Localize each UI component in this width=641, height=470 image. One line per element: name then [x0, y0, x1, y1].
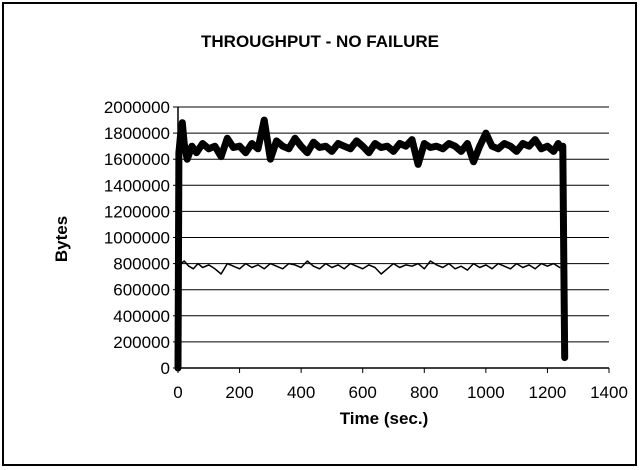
horizontal-gridlines: [178, 106, 609, 343]
y-tick-label: 1000000: [104, 229, 170, 248]
x-tick-label: 0: [173, 383, 182, 402]
x-tick-label: 200: [225, 383, 253, 402]
throughput-chart: THROUGHPUT - NO FAILURE 0 200000 400000 600…: [52, 32, 628, 428]
series-layer: [174, 116, 569, 372]
y-tick-label: 800000: [113, 255, 170, 274]
y-axis-label: Bytes: [52, 216, 71, 262]
y-tick-label: 200000: [113, 333, 170, 352]
y-tick-labels: 0 200000 400000 600000 800000 1000000 1200000 1…: [104, 98, 178, 378]
chart-title: THROUGHPUT - NO FAILURE: [201, 32, 439, 51]
x-tick-labels: 0 200 400 600 800 1000 1200 1400: [173, 368, 628, 402]
y-tick-label: 2000000: [104, 98, 170, 117]
y-tick-label: 1200000: [104, 202, 170, 221]
y-tick-label: 1600000: [104, 150, 170, 169]
y-tick-label: 400000: [113, 307, 170, 326]
x-tick-label: 1200: [529, 383, 567, 402]
y-tick-label: 1400000: [104, 176, 170, 195]
y-tick-label: 1800000: [104, 124, 170, 143]
x-tick-label: 1400: [590, 383, 628, 402]
y-tick-label: 600000: [113, 281, 170, 300]
x-tick-label: 800: [410, 383, 438, 402]
x-tick-label: 1000: [467, 383, 505, 402]
x-tick-label: 600: [349, 383, 377, 402]
x-tick-label: 400: [287, 383, 315, 402]
series-line-2: [180, 260, 561, 275]
x-axis-label: Time (sec.): [340, 409, 429, 428]
y-tick-label: 0: [161, 359, 170, 378]
series-line-1: [174, 116, 569, 372]
chart-frame: THROUGHPUT - NO FAILURE 0 200000 400000 600…: [2, 2, 637, 466]
